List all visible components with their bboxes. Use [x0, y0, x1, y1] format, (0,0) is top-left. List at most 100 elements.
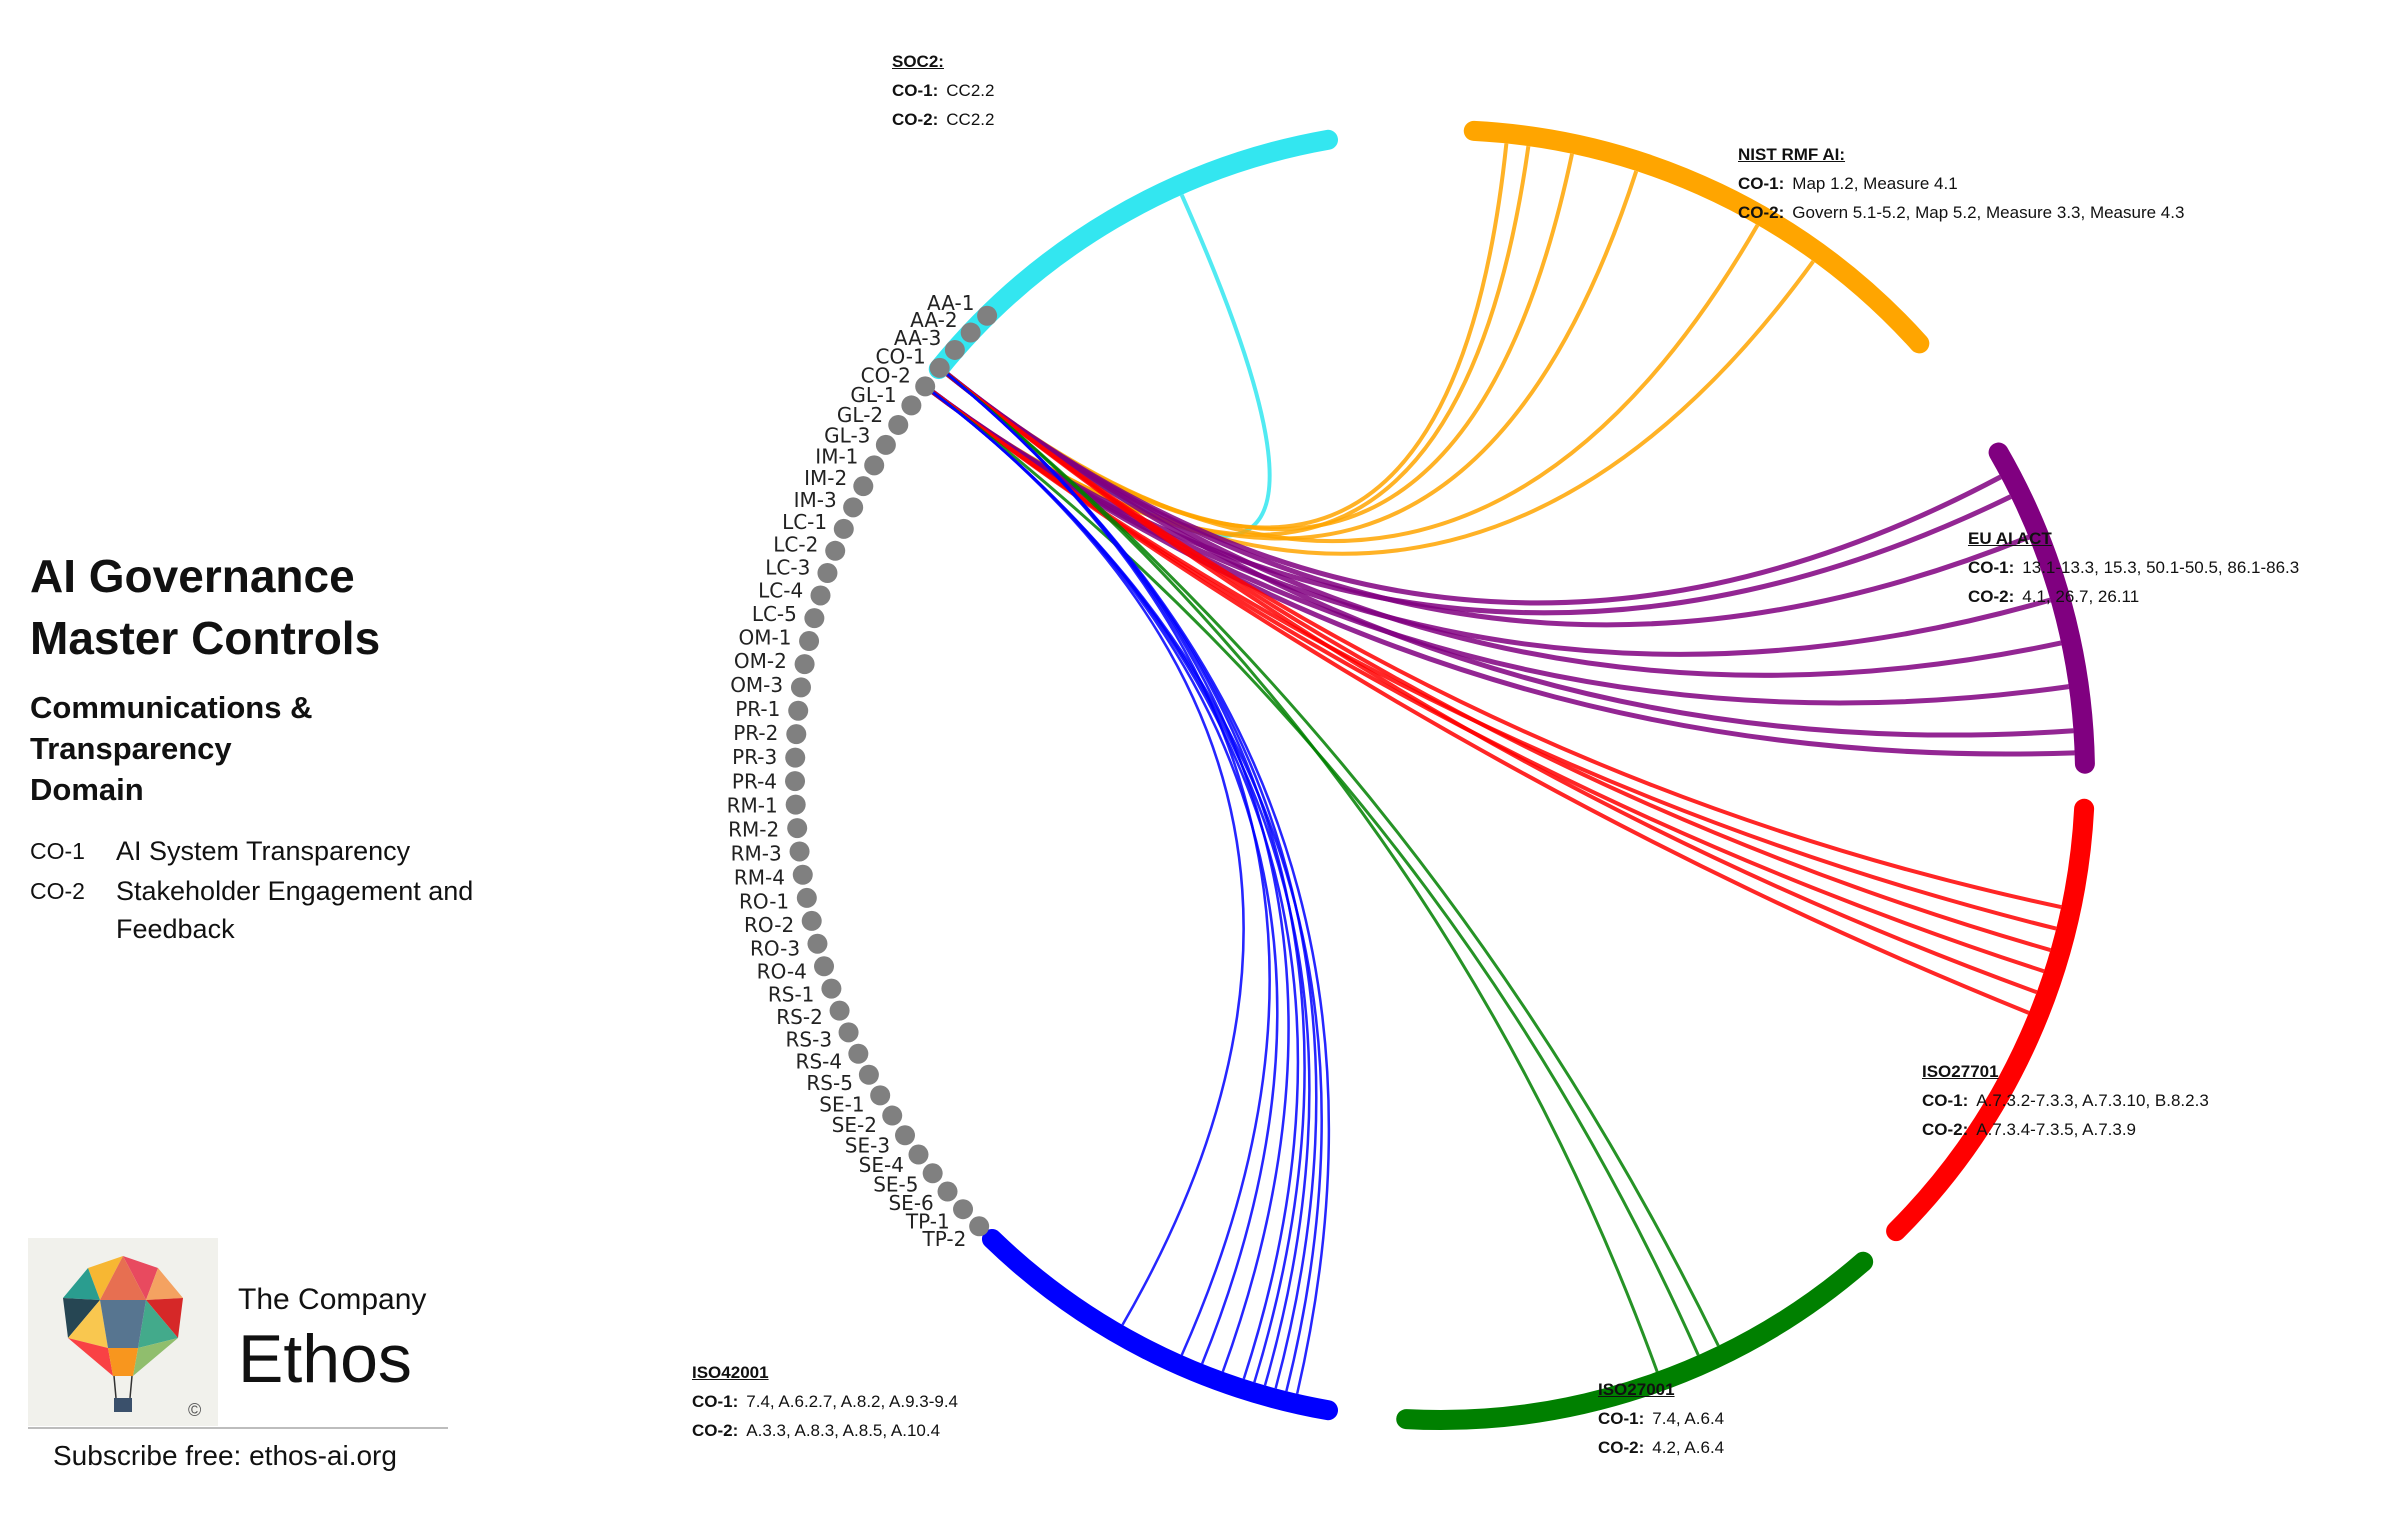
control-node-label: CO-2	[861, 364, 911, 388]
control-node	[960, 322, 981, 343]
chord-iso42001	[924, 385, 1245, 1326]
framework-block-soc2: SOC2: CO-1: CC2.2 CO-2: CC2.2	[892, 47, 994, 134]
chord-euai	[923, 384, 2075, 757]
control-node	[929, 357, 950, 378]
control-node	[833, 518, 854, 539]
control-node-label: AA-3	[894, 326, 941, 350]
framework-mapping-row: CO-2: 4.1, 26.7, 26.11	[1968, 587, 2140, 606]
framework-mapping-row: CO-2: CC2.2	[892, 110, 995, 129]
control-node-label: PR-3	[732, 745, 777, 769]
framework-mapping-row: CO-1: 7.4, A.6.4	[1598, 1409, 1725, 1428]
control-node-label: LC-4	[758, 578, 803, 602]
framework-mapping-row: CO-1: CC2.2	[892, 81, 995, 100]
domain-subtitle: Communications & Transparency Domain	[30, 687, 510, 810]
framework-name: ISO27701	[1922, 1062, 1999, 1081]
control-node	[937, 1181, 958, 1202]
subtitle-line: Domain	[30, 772, 144, 807]
chord-iso27701	[938, 366, 2038, 995]
control-node	[825, 540, 846, 561]
control-node	[922, 1163, 943, 1184]
framework-mapping-row: CO-1: 13.1-13.3, 15.3, 50.1-50.5, 86.1-86…	[1968, 558, 2300, 577]
framework-arc-iso27001	[1396, 1251, 1874, 1430]
chord-nist	[923, 145, 1531, 537]
framework-arcs	[928, 120, 2095, 1430]
control-node-label: RO-3	[750, 936, 800, 960]
control-node	[787, 818, 808, 839]
page-title-line1: AI Governance	[30, 550, 355, 602]
control-node	[807, 933, 828, 954]
control-node-label: SE-6	[888, 1191, 933, 1215]
framework-mapping-row: CO-1: 7.4, A.6.2.7, A.8.2, A.9.3-9.4	[692, 1392, 958, 1411]
control-node	[785, 747, 806, 768]
framework-name: ISO27001	[1598, 1380, 1675, 1399]
control-node	[858, 1064, 879, 1085]
control-node-label: RM-2	[728, 818, 779, 842]
control-node-label: IM-2	[804, 466, 847, 490]
control-node	[790, 677, 811, 698]
control-node-label: SE-1	[819, 1092, 864, 1116]
control-node-label: IM-1	[815, 445, 858, 469]
balloon-logo: ©	[28, 1238, 218, 1426]
control-node	[953, 1199, 974, 1220]
control-node-label: RO-2	[744, 913, 794, 937]
framework-mapping-row: CO-1: Map 1.2, Measure 4.1	[1738, 174, 1958, 193]
chord-iso42001	[938, 366, 1271, 1356]
legend-text: AI System Transparency	[116, 836, 411, 866]
company-name: Ethos	[238, 1321, 412, 1397]
control-node-label: IM-3	[794, 488, 837, 512]
control-node	[908, 1144, 929, 1165]
framework-name: SOC2:	[892, 52, 944, 71]
framework-name: EU AI ACT	[1968, 529, 2052, 548]
control-node-label: OM-2	[734, 649, 787, 673]
framework-arc-iso27701	[1886, 798, 2095, 1242]
framework-arc-euai	[1988, 442, 2095, 774]
framework-arc-nist	[1463, 120, 1930, 354]
framework-block-nist: NIST RMF AI: CO-1: Map 1.2, Measure 4.1 CO-…	[1738, 140, 2184, 227]
framework-mapping-row: CO-2: 4.2, A.6.4	[1598, 1438, 1725, 1457]
legend-item-co2: CO-2 Stakeholder Engagement and Feedback	[30, 872, 510, 948]
framework-mapping-row: CO-1: A.7.3.2-7.3.3, A.7.3.10, B.8.2.3	[1922, 1091, 2209, 1110]
framework-block-euai: EU AI ACT CO-1: 13.1-13.3, 15.3, 50.1-50.5…	[1968, 524, 2299, 611]
control-node-label: PR-4	[732, 769, 777, 793]
control-node	[829, 1000, 850, 1021]
control-node	[870, 1085, 891, 1106]
control-node	[799, 631, 820, 652]
subtitle-line: Communications &	[30, 690, 313, 725]
control-node	[810, 585, 831, 606]
framework-name: NIST RMF AI:	[1738, 145, 1846, 164]
chord-iso27001	[938, 366, 1659, 1373]
legend-item-co1: CO-1 AI System Transparency	[30, 832, 510, 870]
company-label: The Company	[238, 1283, 427, 1316]
legend-text: Stakeholder Engagement and Feedback	[116, 876, 474, 944]
subtitle-line: Transparency	[30, 731, 232, 766]
control-node	[788, 700, 809, 721]
framework-arc-soc2	[928, 129, 1338, 380]
control-node	[848, 1043, 869, 1064]
control-node-label: CO-1	[876, 345, 926, 369]
control-node	[838, 1022, 859, 1043]
control-node	[969, 1216, 990, 1237]
control-nodes: AA-1AA-2AA-3CO-1CO-2GL-1GL-2GL-3IM-1IM-2…	[727, 291, 998, 1251]
control-node-label: AA-2	[910, 308, 957, 332]
control-node	[864, 455, 885, 476]
control-node-label: GL-1	[850, 383, 896, 407]
legend-code: CO-2	[30, 878, 85, 904]
page-title-line2: Master Controls	[30, 612, 381, 664]
control-node-label: AA-1	[927, 291, 974, 315]
control-node-label: RS-4	[796, 1050, 843, 1074]
legend-code: CO-1	[30, 838, 85, 864]
control-node	[977, 305, 998, 326]
control-node-label: RS-5	[806, 1071, 853, 1095]
control-node	[785, 794, 806, 815]
control-node	[843, 497, 864, 518]
control-node-label: RM-3	[731, 842, 782, 866]
chord-euai	[938, 365, 2062, 678]
control-node-label: TP-1	[905, 1209, 950, 1233]
control-node-label: LC-3	[765, 555, 810, 579]
chord-nist	[938, 224, 1760, 543]
control-node	[785, 771, 806, 792]
control-node-label: SE-2	[832, 1113, 877, 1137]
framework-mapping-row: CO-2: A.3.3, A.8.3, A.8.5, A.10.4	[692, 1421, 941, 1440]
control-node	[875, 434, 896, 455]
